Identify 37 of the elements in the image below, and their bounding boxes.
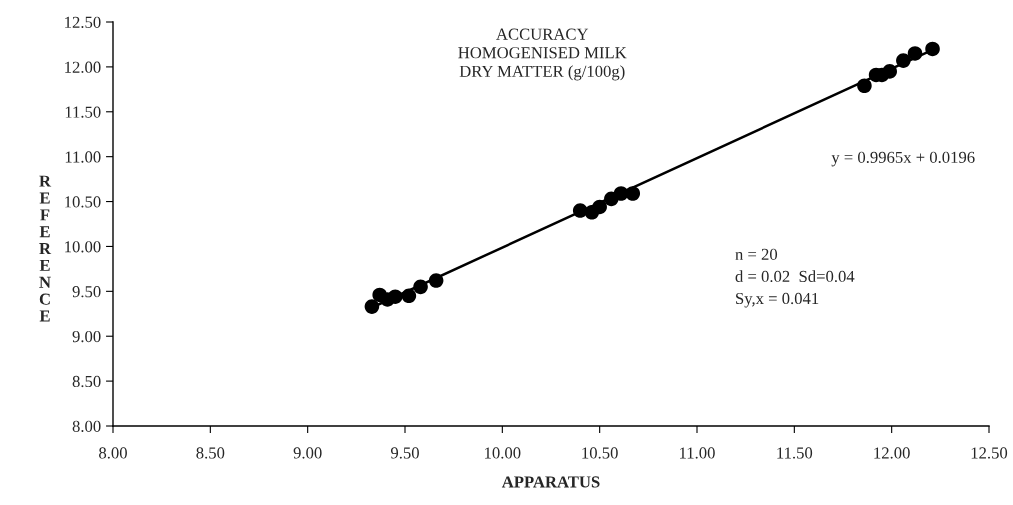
annotation: n = 20 d = 0.02 Sd=0.04 Sy,x = 0.041 (735, 248, 855, 308)
point (413, 279, 428, 295)
point (625, 186, 641, 201)
x-tick-label: 8.50 (196, 447, 225, 459)
y-tick-label: 8.00 (72, 420, 101, 433)
y-tick-label: 9.00 (72, 330, 101, 343)
x-tick-label: 10.50 (582, 447, 618, 459)
point (907, 46, 923, 61)
y-tick-label: 8.50 (72, 375, 101, 388)
point (857, 78, 872, 94)
y-tick-label: 12.50 (65, 16, 101, 29)
point (882, 64, 897, 79)
y-tick-label: 12.00 (65, 61, 101, 73)
text: REFERENCE (39, 175, 52, 322)
y-tick-label: 11.50 (65, 106, 101, 118)
point (592, 199, 607, 215)
point (896, 53, 911, 68)
y-tick-label: 9.50 (72, 286, 101, 298)
text: ACCURACY HOMOGENISED MILK DRY MATTER (g/100g) (458, 28, 627, 81)
x-tick-label: 12.00 (874, 447, 910, 459)
x-tick-label: 9.00 (293, 447, 322, 459)
x-tick-label: 11.00 (680, 447, 715, 459)
annotation: y = 0.9965x + 0.0196 (831, 151, 975, 167)
point (428, 273, 444, 288)
point (364, 299, 380, 314)
y-tick-label: 11.00 (65, 151, 101, 163)
x-tick-label: 10.00 (485, 447, 521, 459)
x-tick-label: 11.50 (777, 447, 813, 459)
x-tick-label: 12.50 (971, 447, 1008, 459)
x-tick-label: 9.50 (390, 447, 419, 459)
y-tick-label: 10.50 (65, 196, 101, 208)
point (387, 289, 403, 304)
point (401, 288, 417, 304)
x-axis-title: APPARATUS (501, 476, 600, 488)
y-tick-label: 10.00 (65, 241, 101, 253)
x-tick-label: 8.00 (99, 447, 127, 459)
point (925, 41, 940, 57)
